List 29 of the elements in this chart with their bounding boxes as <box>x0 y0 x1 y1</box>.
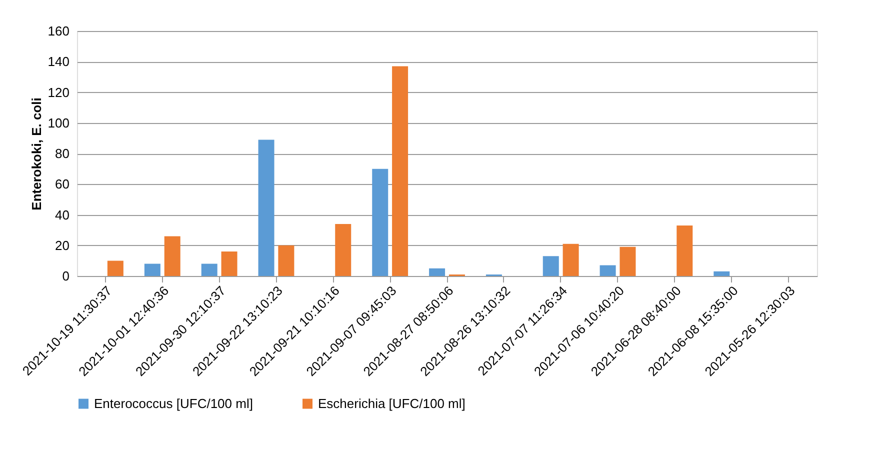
bar <box>562 244 579 276</box>
bar <box>372 168 388 276</box>
y-tick-label: 160 <box>48 24 70 38</box>
bar <box>164 236 180 276</box>
bar <box>144 264 160 276</box>
bar <box>335 224 352 276</box>
bar <box>221 252 238 276</box>
bar <box>714 271 730 276</box>
y-tick-label: 0 <box>62 268 70 284</box>
bar <box>201 264 218 276</box>
bar <box>676 225 693 276</box>
y-tick-label: 140 <box>48 54 70 70</box>
y-tick-label: 80 <box>55 146 70 161</box>
bar <box>107 260 124 276</box>
y-tick-label: 20 <box>55 238 70 253</box>
bar <box>600 265 616 276</box>
bar <box>542 256 559 276</box>
y-axis-title: Enterokoki, E. coli <box>28 98 44 210</box>
bar <box>258 140 274 276</box>
bar <box>278 245 294 276</box>
y-tick-label: 60 <box>55 176 70 192</box>
y-tick-label: 120 <box>48 84 70 100</box>
y-tick-label: 40 <box>55 207 70 222</box>
legend-label: Enterococcus [UFC/100 ml] <box>94 396 253 411</box>
bar <box>429 268 446 276</box>
y-tick-label: 100 <box>48 115 70 130</box>
bar <box>620 246 636 276</box>
bar <box>392 66 408 276</box>
legend-label: Escherichia [UFC/100 ml] <box>318 396 466 411</box>
